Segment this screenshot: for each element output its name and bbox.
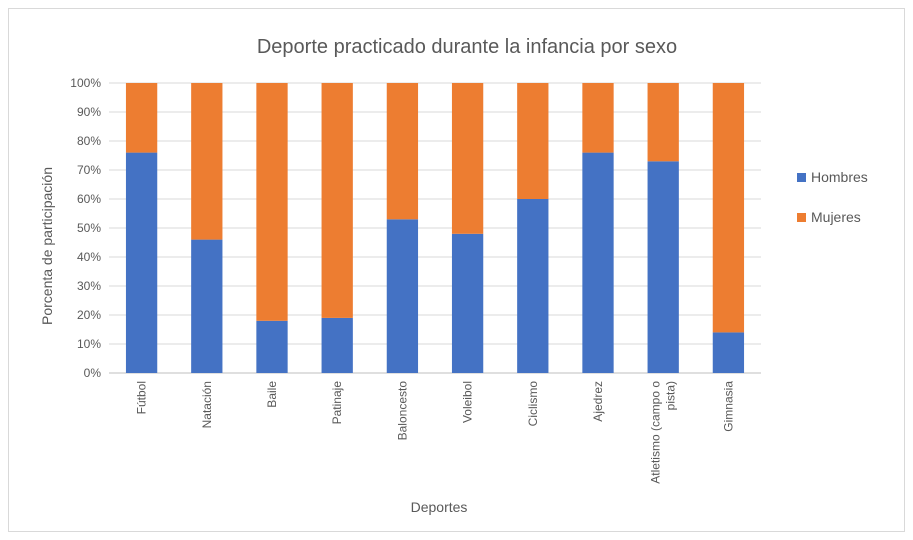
legend: Hombres Mujeres: [797, 169, 868, 225]
y-tick-label: 60%: [77, 192, 101, 206]
y-tick-label: 10%: [77, 337, 101, 351]
x-axis-label: Deportes: [411, 499, 468, 515]
bar-hombres: [125, 152, 158, 373]
x-tick-label-line: Gimnasia: [721, 381, 735, 432]
bar-mujeres: [125, 83, 158, 153]
x-tick-label-line: Ciclismo: [526, 381, 540, 427]
legend-label: Hombres: [811, 169, 868, 185]
bar-mujeres: [386, 83, 419, 220]
y-tick-label: 40%: [77, 250, 101, 264]
bar-hombres: [712, 332, 745, 373]
y-axis-ticks: 0% 10% 20% 30% 40% 50% 60% 70% 80% 90% 100%: [70, 76, 101, 380]
bar-hombres: [256, 320, 288, 373]
bar-mujeres: [582, 83, 614, 153]
bar-mujeres: [712, 83, 745, 333]
y-axis-label: Porcenta de participación: [39, 167, 55, 325]
x-axis-ticks: Fútbol Natación Baile Patinaje Baloncesto Vol…: [135, 381, 736, 484]
bar-mujeres: [647, 83, 679, 162]
y-tick-label: 80%: [77, 134, 101, 148]
x-tick-label-line: Ajedrez: [591, 381, 605, 422]
chart-title: Deporte practicado durante la infancia p…: [257, 36, 677, 58]
y-tick-label: 30%: [77, 279, 101, 293]
bars: [125, 83, 745, 373]
x-tick-label-line: Baloncesto: [395, 381, 409, 441]
bar-hombres: [517, 199, 549, 373]
y-tick-label: 50%: [77, 221, 101, 235]
y-tick-label: 90%: [77, 105, 101, 119]
x-tick-label-line: Baile: [265, 381, 279, 408]
x-tick-label: Ciclismo: [526, 381, 540, 427]
bar-mujeres: [256, 83, 288, 321]
chart-frame: Deporte practicado durante la infancia p…: [8, 8, 905, 532]
x-tick-label: Atletismo (campo o pista): [649, 381, 678, 484]
x-tick-label: Natación: [200, 381, 214, 428]
x-tick-label: Gimnasia: [721, 381, 735, 432]
x-tick-label: Ajedrez: [591, 381, 605, 422]
x-tick-label-line: pista): [664, 381, 678, 410]
legend-swatch: [797, 213, 806, 222]
chart: Deporte practicado durante la infancia p…: [39, 36, 868, 515]
bar-mujeres: [451, 83, 484, 234]
bar-mujeres: [191, 83, 223, 240]
y-tick-label: 0%: [84, 366, 102, 380]
x-tick-label-line: Atletismo (campo o: [649, 381, 663, 484]
bar-hombres: [191, 239, 223, 373]
x-tick-label-line: Fútbol: [135, 381, 149, 414]
bar-mujeres: [517, 83, 549, 199]
x-tick-label: Voleibol: [461, 381, 475, 423]
x-tick-label-line: Natación: [200, 381, 214, 428]
bar-hombres: [321, 317, 353, 373]
bar-hombres: [582, 152, 614, 373]
legend-label: Mujeres: [811, 209, 861, 225]
x-tick-label-line: Patinaje: [330, 381, 344, 425]
y-tick-label: 100%: [70, 76, 101, 90]
x-tick-label: Baile: [265, 381, 279, 408]
x-tick-label: Patinaje: [330, 381, 344, 425]
bar-hombres: [451, 233, 484, 373]
bar-hombres: [386, 219, 419, 373]
y-tick-label: 20%: [77, 308, 101, 322]
x-tick-label: Fútbol: [135, 381, 149, 414]
x-tick-label: Baloncesto: [395, 381, 409, 441]
bar-mujeres: [321, 83, 353, 318]
x-tick-label-line: Voleibol: [461, 381, 475, 423]
legend-swatch: [797, 173, 806, 182]
bar-hombres: [647, 161, 679, 373]
y-tick-label: 70%: [77, 163, 101, 177]
